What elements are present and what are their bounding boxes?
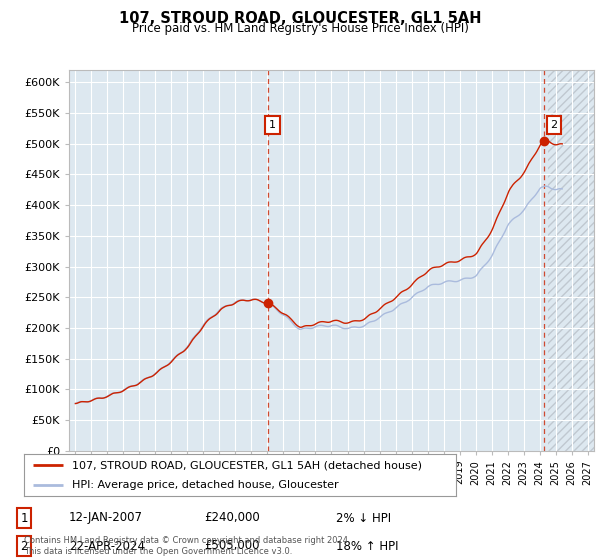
Text: 2: 2 [550, 120, 557, 130]
Text: HPI: Average price, detached house, Gloucester: HPI: Average price, detached house, Glou… [71, 480, 338, 490]
Text: 107, STROUD ROAD, GLOUCESTER, GL1 5AH: 107, STROUD ROAD, GLOUCESTER, GL1 5AH [119, 11, 481, 26]
Text: 22-APR-2024: 22-APR-2024 [69, 539, 145, 553]
Text: Contains HM Land Registry data © Crown copyright and database right 2024.
This d: Contains HM Land Registry data © Crown c… [24, 536, 350, 556]
Text: 2% ↓ HPI: 2% ↓ HPI [336, 511, 391, 525]
Text: 1: 1 [269, 120, 276, 130]
Text: £240,000: £240,000 [204, 511, 260, 525]
Text: 2: 2 [20, 539, 28, 553]
Text: Price paid vs. HM Land Registry's House Price Index (HPI): Price paid vs. HM Land Registry's House … [131, 22, 469, 35]
Text: 107, STROUD ROAD, GLOUCESTER, GL1 5AH (detached house): 107, STROUD ROAD, GLOUCESTER, GL1 5AH (d… [71, 460, 422, 470]
Text: £505,000: £505,000 [204, 539, 260, 553]
Text: 12-JAN-2007: 12-JAN-2007 [69, 511, 143, 525]
Text: 1: 1 [20, 511, 28, 525]
Bar [548, 70, 600, 451]
Bar [548, 70, 600, 451]
Text: 18% ↑ HPI: 18% ↑ HPI [336, 539, 398, 553]
